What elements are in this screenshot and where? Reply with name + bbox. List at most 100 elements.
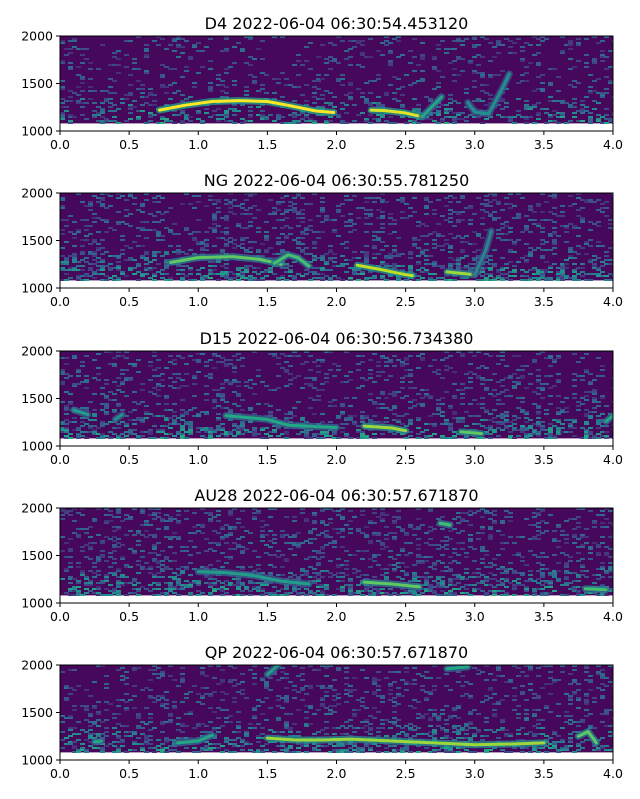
heatmap-noise bbox=[60, 36, 613, 124]
x-tick-label: 2.0 bbox=[327, 452, 347, 467]
y-tick-label: 2000 bbox=[21, 186, 53, 201]
y-tick-label: 2000 bbox=[21, 344, 53, 359]
x-tick-label: 0.0 bbox=[50, 452, 70, 467]
x-tick-label: 4.0 bbox=[603, 766, 623, 781]
spectrogram-panel: D4 2022-06-04 06:30:54.453120 0.0 0.5 1.0 1.… bbox=[21, 14, 623, 152]
call-track bbox=[362, 424, 408, 433]
call-track bbox=[445, 665, 470, 671]
x-tick-label: 3.5 bbox=[534, 452, 554, 467]
panel-title: D15 2022-06-04 06:30:56.734380 bbox=[200, 329, 474, 348]
call-track bbox=[169, 255, 283, 266]
call-track bbox=[438, 521, 452, 527]
x-tick-label: 4.0 bbox=[603, 294, 623, 309]
call-track bbox=[473, 229, 493, 277]
call-track bbox=[583, 587, 608, 592]
y-tick-label: 2000 bbox=[21, 658, 53, 673]
x-tick-label: 2.5 bbox=[396, 609, 416, 624]
panel-title: NG 2022-06-04 06:30:55.781250 bbox=[204, 171, 470, 190]
x-tick-label: 1.5 bbox=[257, 452, 277, 467]
x-tick-label: 4.0 bbox=[603, 137, 623, 152]
y-tick-label: 1500 bbox=[21, 705, 53, 720]
call-track bbox=[72, 408, 90, 417]
spectrogram-heatmap bbox=[60, 193, 613, 288]
y-tick-label: 1500 bbox=[21, 233, 53, 248]
x-tick-label: 0.0 bbox=[50, 766, 70, 781]
y-tick-label: 1500 bbox=[21, 76, 53, 91]
spectrogram-heatmap bbox=[60, 351, 613, 446]
x-tick-label: 0.5 bbox=[119, 452, 139, 467]
call-track bbox=[369, 108, 424, 119]
heatmap-noise bbox=[60, 193, 613, 281]
call-track bbox=[196, 570, 311, 586]
x-tick-label: 1.0 bbox=[188, 766, 208, 781]
x-tick-label: 3.0 bbox=[465, 452, 485, 467]
x-tick-label: 3.5 bbox=[534, 137, 554, 152]
x-tick-label: 1.5 bbox=[257, 609, 277, 624]
panel-title: QP 2022-06-04 06:30:57.671870 bbox=[205, 643, 468, 662]
spectrogram-heatmap bbox=[60, 508, 613, 603]
x-tick-label: 0.5 bbox=[119, 609, 139, 624]
x-tick-label: 3.5 bbox=[534, 294, 554, 309]
call-track bbox=[576, 730, 598, 745]
call-track bbox=[265, 736, 546, 747]
x-tick-label: 1.5 bbox=[257, 766, 277, 781]
call-track bbox=[224, 414, 338, 429]
call-track bbox=[158, 99, 336, 114]
x-tick-label: 2.5 bbox=[396, 452, 416, 467]
call-track bbox=[355, 263, 414, 278]
x-tick-label: 2.5 bbox=[396, 137, 416, 152]
call-track bbox=[362, 580, 421, 589]
y-tick-label: 1000 bbox=[21, 439, 53, 454]
x-tick-label: 3.5 bbox=[534, 609, 554, 624]
panel-title: AU28 2022-06-04 06:30:57.671870 bbox=[194, 486, 478, 505]
call-track bbox=[420, 95, 444, 119]
y-tick-label: 1000 bbox=[21, 596, 53, 611]
y-tick-label: 1500 bbox=[21, 391, 53, 406]
x-tick-label: 2.0 bbox=[327, 609, 347, 624]
call-track bbox=[93, 739, 103, 744]
call-track bbox=[176, 733, 214, 745]
x-tick-label: 1.0 bbox=[188, 137, 208, 152]
x-tick-label: 0.5 bbox=[119, 294, 139, 309]
call-track bbox=[272, 253, 311, 268]
call-track bbox=[604, 414, 613, 423]
y-tick-label: 1000 bbox=[21, 281, 53, 296]
call-track bbox=[459, 430, 484, 436]
y-tick-label: 2000 bbox=[21, 29, 53, 44]
heatmap-noise bbox=[60, 508, 613, 596]
x-tick-label: 2.5 bbox=[396, 766, 416, 781]
y-tick-label: 1500 bbox=[21, 548, 53, 563]
x-tick-label: 3.0 bbox=[465, 294, 485, 309]
x-tick-label: 1.0 bbox=[188, 452, 208, 467]
x-tick-label: 0.5 bbox=[119, 137, 139, 152]
call-track bbox=[445, 270, 477, 277]
x-tick-label: 2.0 bbox=[327, 766, 347, 781]
spectrogram-panel: QP 2022-06-04 06:30:57.671870 0.0 0.5 1.0 1.… bbox=[21, 643, 623, 781]
spectrogram-heatmap bbox=[60, 36, 613, 131]
spectrogram-panel: D15 2022-06-04 06:30:56.734380 0.0 0.5 1.0 1… bbox=[21, 329, 623, 467]
x-tick-label: 0.5 bbox=[119, 766, 139, 781]
x-tick-label: 2.0 bbox=[327, 137, 347, 152]
x-tick-label: 0.0 bbox=[50, 294, 70, 309]
x-tick-label: 1.5 bbox=[257, 294, 277, 309]
x-tick-label: 3.0 bbox=[465, 766, 485, 781]
y-tick-label: 1000 bbox=[21, 753, 53, 768]
x-tick-label: 1.0 bbox=[188, 294, 208, 309]
x-tick-label: 3.0 bbox=[465, 137, 485, 152]
y-tick-label: 1000 bbox=[21, 124, 53, 139]
heatmap-noise bbox=[60, 351, 613, 439]
x-tick-label: 2.5 bbox=[396, 294, 416, 309]
x-tick-label: 2.0 bbox=[327, 294, 347, 309]
y-tick-label: 2000 bbox=[21, 501, 53, 516]
call-track bbox=[265, 665, 280, 676]
spectrogram-panel: AU28 2022-06-04 06:30:57.671870 0.0 0.5 1.0… bbox=[21, 486, 623, 624]
x-tick-label: 1.5 bbox=[257, 137, 277, 152]
panel-title: D4 2022-06-04 06:30:54.453120 bbox=[205, 14, 469, 33]
x-tick-label: 3.5 bbox=[534, 766, 554, 781]
x-tick-label: 3.0 bbox=[465, 609, 485, 624]
x-tick-label: 0.0 bbox=[50, 609, 70, 624]
x-tick-label: 0.0 bbox=[50, 137, 70, 152]
spectrogram-heatmap bbox=[60, 665, 613, 760]
x-tick-label: 4.0 bbox=[603, 609, 623, 624]
